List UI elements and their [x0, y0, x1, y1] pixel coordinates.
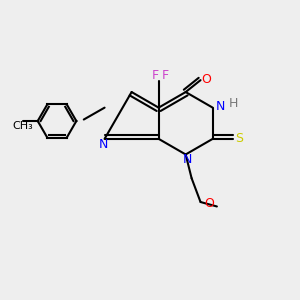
Text: CH₃: CH₃ — [13, 122, 33, 131]
Text: F: F — [152, 69, 159, 82]
Text: N: N — [98, 138, 108, 151]
Text: H: H — [229, 97, 238, 110]
Text: O: O — [204, 197, 214, 210]
Text: N: N — [182, 153, 192, 166]
Text: S: S — [235, 132, 243, 146]
Text: N: N — [215, 100, 225, 113]
Text: O: O — [201, 73, 211, 86]
Text: F: F — [162, 69, 169, 82]
